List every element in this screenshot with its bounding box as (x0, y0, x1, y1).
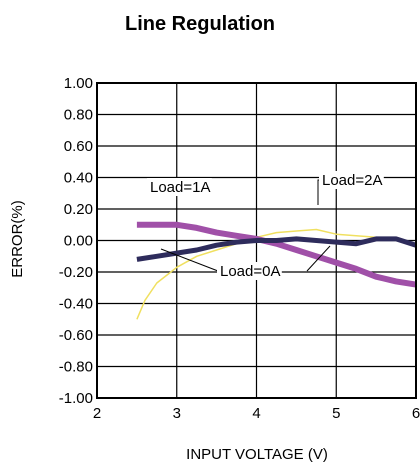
y-tick-label: 0.20 (64, 201, 93, 218)
annotation-bg (217, 262, 282, 280)
y-tick-label: -0.20 (59, 264, 93, 281)
y-tick-label: 0.60 (64, 138, 93, 155)
x-tick-label: 4 (252, 405, 260, 422)
x-tick-label: 3 (173, 405, 181, 422)
x-axis-ticks: 2 3 4 5 6 (93, 405, 420, 422)
annotations: Load=1A Load=2A Load=0A (147, 171, 384, 280)
y-tick-label: 0.00 (64, 233, 93, 250)
annotation-leader (306, 245, 331, 272)
x-tick-label: 6 (412, 405, 420, 422)
x-tick-label: 2 (93, 405, 101, 422)
plot-frame (96, 82, 417, 399)
y-axis-label: ERROR(%) (9, 200, 26, 278)
y-axis-ticks: 1.00 0.80 0.60 0.40 0.20 0.00 -0.20 -0.40 -0.60 -… (59, 75, 93, 407)
series-lines (136, 221, 417, 320)
annotation-load-0a: Load=0A (220, 263, 280, 280)
y-tick-label: 0.80 (64, 107, 93, 124)
annotation-bg (319, 171, 384, 189)
chart-title: Line Regulation (125, 13, 275, 35)
y-tick-label: -0.60 (59, 327, 93, 344)
y-tick-label: -0.40 (59, 296, 93, 313)
annotation-bg (147, 178, 212, 196)
y-tick-label: -1.00 (59, 390, 93, 407)
x-axis-label: INPUT VOLTAGE (V) (186, 446, 328, 463)
series-line-load-1a (136, 221, 417, 288)
y-tick-label: 1.00 (64, 75, 93, 92)
y-tick-label: -0.80 (59, 359, 93, 376)
y-tick-label: 0.40 (64, 170, 93, 187)
series-line-load-2a (136, 236, 417, 262)
annotation-load-2a: Load=2A (322, 172, 382, 189)
annotation-load-1a: Load=1A (150, 179, 210, 196)
x-tick-label: 5 (332, 405, 340, 422)
annotation-leader (160, 248, 219, 272)
